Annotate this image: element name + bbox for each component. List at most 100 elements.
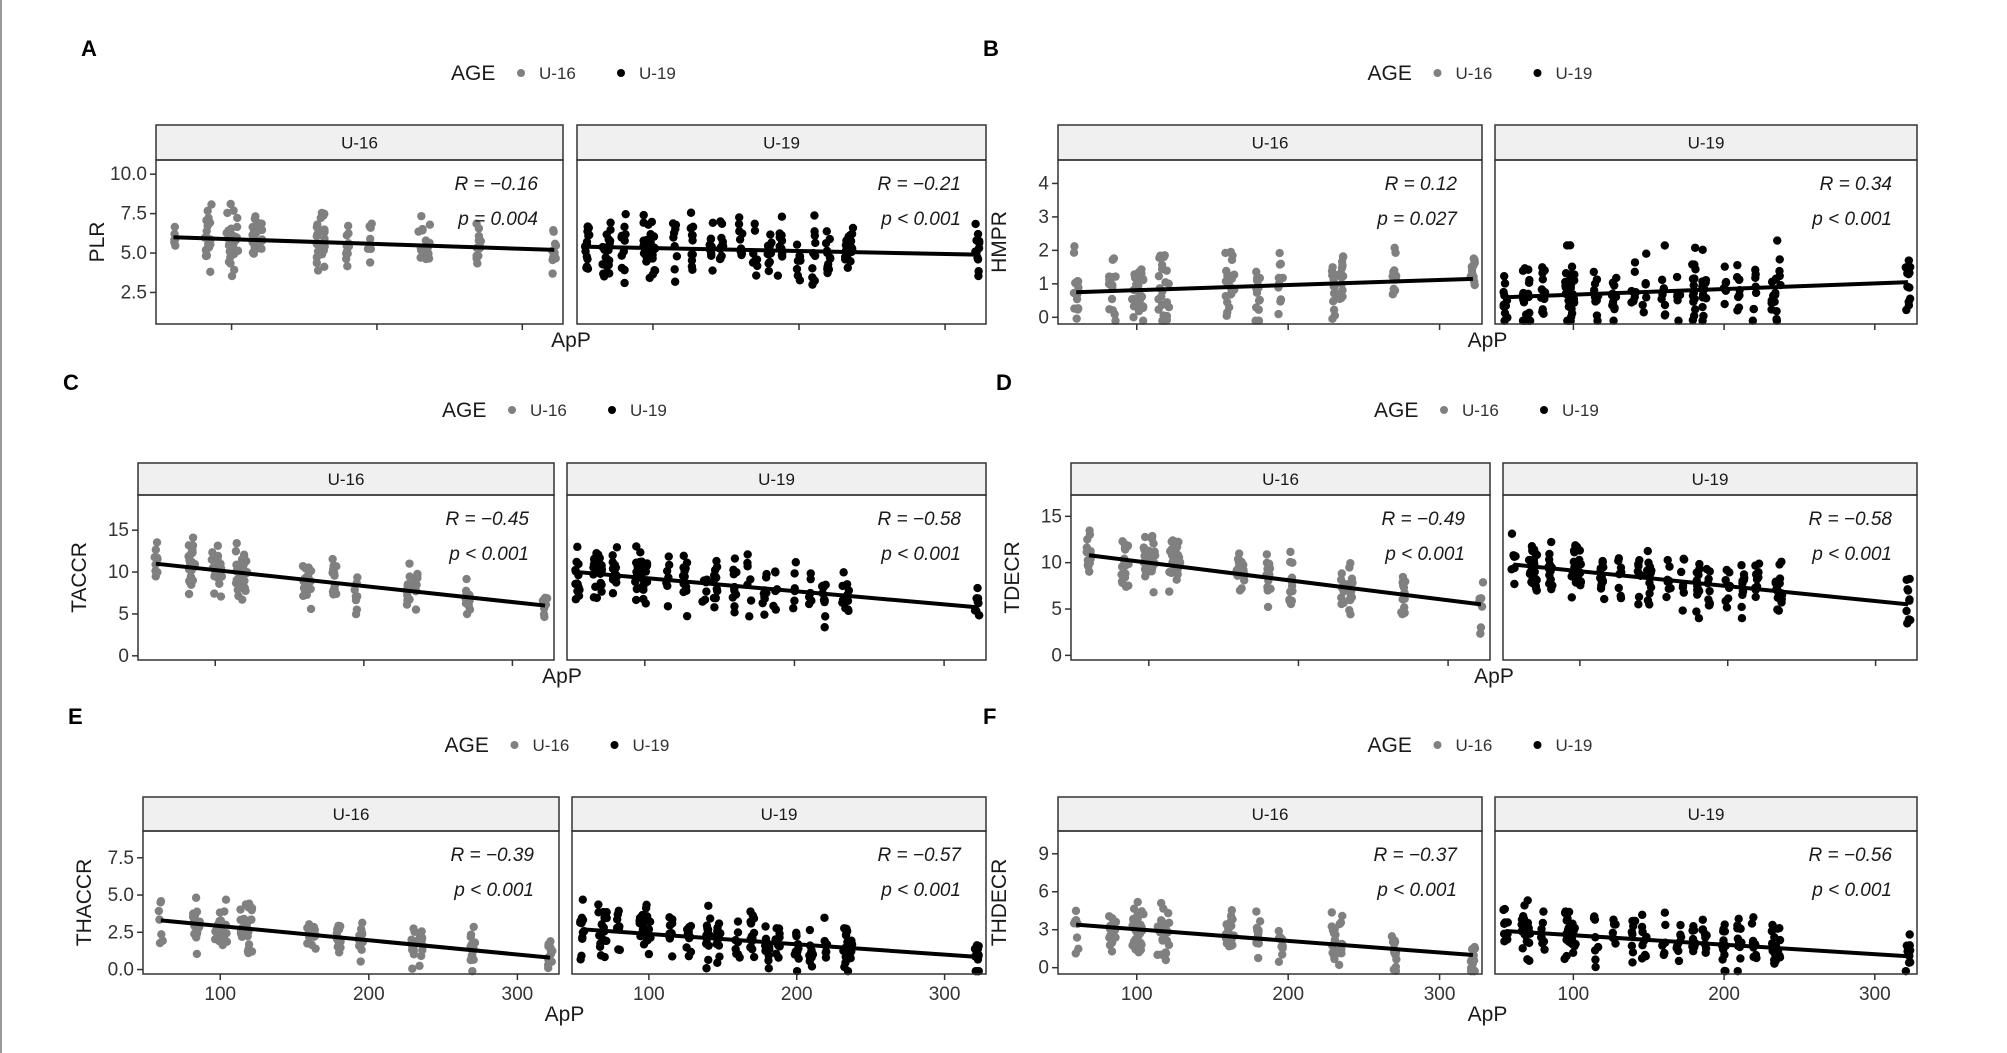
data-point bbox=[1690, 305, 1700, 314]
data-point bbox=[702, 587, 711, 596]
x-axis-title: ApP bbox=[1474, 665, 1514, 688]
data-point bbox=[1254, 296, 1264, 305]
data-point bbox=[1663, 555, 1672, 565]
legend-marker bbox=[1540, 406, 1548, 414]
data-point bbox=[1255, 917, 1265, 926]
data-point bbox=[1905, 946, 1914, 955]
data-point bbox=[664, 552, 673, 561]
data-point bbox=[688, 250, 697, 259]
data-point bbox=[1254, 926, 1263, 935]
data-point bbox=[1478, 578, 1488, 587]
data-point bbox=[217, 572, 227, 581]
data-point bbox=[1153, 950, 1162, 960]
data-point bbox=[735, 953, 744, 962]
data-point bbox=[1277, 942, 1286, 951]
data-point bbox=[1499, 300, 1508, 309]
data-point bbox=[1274, 273, 1284, 283]
data-point bbox=[1660, 948, 1669, 958]
legend-item: U-16 bbox=[539, 64, 576, 83]
data-point bbox=[1529, 555, 1538, 564]
data-point bbox=[639, 940, 649, 949]
data-point bbox=[1525, 956, 1534, 965]
legend-marker bbox=[608, 406, 616, 414]
y-axis-title: THACCR bbox=[73, 859, 96, 947]
legend-item: U-19 bbox=[1556, 736, 1593, 755]
data-point bbox=[608, 551, 617, 560]
data-point bbox=[1070, 304, 1079, 313]
data-point bbox=[807, 953, 816, 962]
p-value: p < 0.001 bbox=[880, 880, 961, 901]
data-point bbox=[157, 930, 166, 939]
data-point bbox=[1673, 296, 1682, 305]
data-point bbox=[1701, 944, 1711, 953]
data-point bbox=[244, 903, 253, 912]
data-point bbox=[1637, 922, 1647, 932]
data-point bbox=[1507, 565, 1516, 574]
data-point bbox=[766, 230, 775, 239]
data-point bbox=[612, 543, 622, 552]
legend-item: U-19 bbox=[639, 64, 676, 83]
data-point bbox=[203, 206, 212, 216]
facet-strip bbox=[1057, 124, 1483, 161]
data-point bbox=[777, 212, 787, 221]
data-point bbox=[1698, 245, 1707, 255]
data-point bbox=[732, 568, 741, 577]
data-point bbox=[1698, 915, 1708, 924]
data-point bbox=[1150, 551, 1160, 560]
data-point bbox=[1345, 563, 1354, 572]
subplot-D: D AGE U-16 U-19 TDECR ApP U-16 R = −0.49 p < 0.0… bbox=[996, 370, 1918, 688]
data-point bbox=[730, 608, 739, 617]
data-point bbox=[1499, 287, 1508, 297]
data-point bbox=[686, 224, 695, 233]
data-point bbox=[764, 266, 774, 276]
data-point bbox=[328, 568, 337, 577]
data-point bbox=[1120, 539, 1129, 549]
data-point bbox=[793, 271, 803, 280]
data-point bbox=[306, 604, 316, 614]
data-point bbox=[841, 931, 851, 940]
data-point bbox=[678, 571, 688, 581]
data-point bbox=[1567, 593, 1576, 602]
data-point bbox=[546, 947, 556, 957]
data-point bbox=[257, 225, 267, 235]
data-point bbox=[1628, 948, 1638, 957]
data-point bbox=[728, 593, 737, 602]
data-point bbox=[639, 210, 648, 220]
data-point bbox=[1693, 586, 1702, 595]
x-tick-label: 100 bbox=[633, 984, 665, 1005]
data-point bbox=[1722, 603, 1732, 612]
data-point bbox=[576, 955, 585, 964]
data-point bbox=[810, 251, 820, 261]
data-point bbox=[843, 605, 853, 614]
data-point bbox=[1698, 277, 1707, 286]
data-point bbox=[1467, 944, 1477, 954]
data-point bbox=[154, 906, 164, 916]
data-point bbox=[1070, 242, 1079, 251]
data-point bbox=[150, 552, 159, 562]
correlation-r: R = −0.49 bbox=[1382, 509, 1466, 530]
data-point bbox=[1674, 956, 1684, 966]
data-point bbox=[662, 566, 672, 576]
data-point bbox=[578, 933, 587, 942]
facet-strip-label: U-19 bbox=[761, 805, 798, 824]
data-point bbox=[617, 232, 626, 242]
data-point bbox=[1698, 302, 1707, 312]
data-point bbox=[365, 258, 375, 267]
data-point bbox=[665, 913, 674, 922]
data-point bbox=[749, 952, 759, 962]
data-point bbox=[791, 558, 800, 567]
data-point bbox=[842, 580, 852, 589]
y-tick-label: 5.0 bbox=[108, 885, 134, 906]
data-point bbox=[1159, 252, 1169, 262]
data-point bbox=[717, 251, 726, 261]
data-point bbox=[1598, 556, 1607, 566]
data-point bbox=[170, 222, 180, 232]
facet-strip bbox=[576, 124, 987, 161]
data-point bbox=[1570, 276, 1579, 285]
data-point bbox=[1737, 602, 1746, 612]
data-point bbox=[218, 940, 227, 950]
data-point bbox=[238, 595, 247, 604]
correlation-r: R = −0.37 bbox=[1374, 845, 1459, 866]
data-point bbox=[818, 581, 828, 590]
data-point bbox=[251, 212, 260, 221]
